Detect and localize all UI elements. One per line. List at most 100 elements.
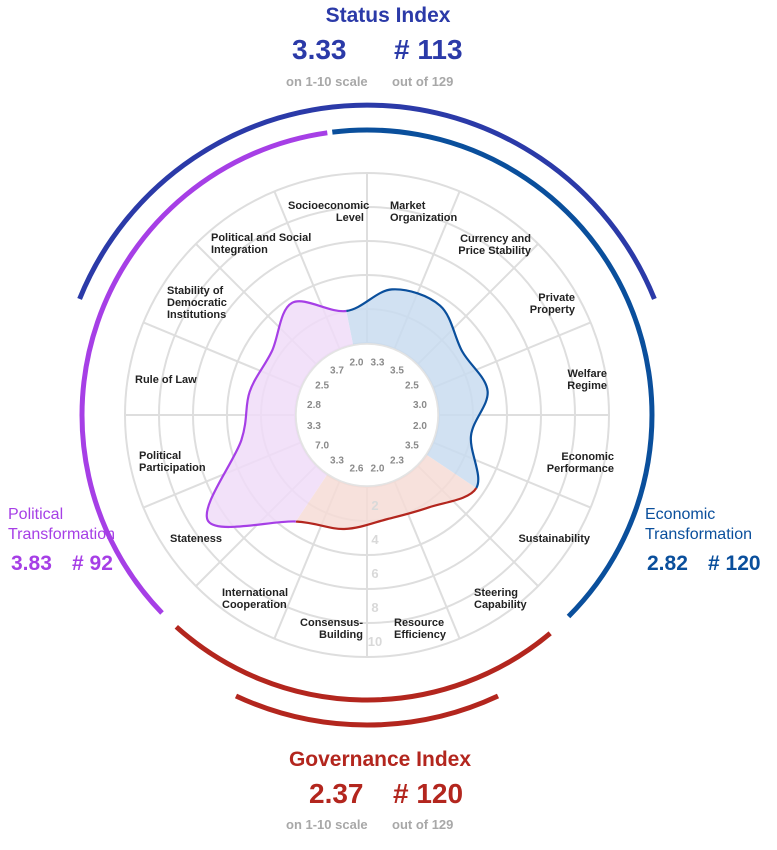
category-label-welfare-regime: Welfare Regime: [556, 368, 607, 392]
category-line: Institutions: [167, 309, 227, 321]
governance-index-score: 2.37: [309, 778, 364, 809]
governance-index-rank: # 120: [393, 778, 464, 809]
category-label-stateness: Stateness: [170, 533, 222, 545]
scale-tick-label: 6: [371, 566, 378, 581]
category-line: Price Stability: [458, 245, 531, 257]
category-line: Performance: [546, 463, 614, 475]
radar-grid: [124, 172, 610, 658]
economic-transformation-ring: [331, 127, 655, 619]
economic-transformation-title-line1: Economic: [645, 506, 716, 523]
governance-index-inner-ring: [174, 624, 552, 703]
status-index-rank: # 113: [394, 34, 463, 65]
value-label: 2.0: [413, 421, 427, 432]
status-index-rank-note: out of 129: [392, 74, 454, 89]
category-label-consensus-building: Consensus- Building: [300, 617, 363, 641]
category-label-resource-efficiency: Resource Efficiency: [394, 617, 446, 641]
value-label: 3.7: [330, 366, 344, 377]
governance-index-outer-ring: [234, 693, 500, 728]
category-line: Resource: [394, 617, 445, 629]
radar-center: [295, 343, 439, 487]
category-line: Efficiency: [394, 629, 446, 641]
category-line: International: [222, 587, 289, 599]
category-line: Steering: [474, 587, 519, 599]
economic-transformation-score: 2.82: [647, 552, 688, 575]
category-line: Private: [538, 292, 575, 304]
value-label: 7.0: [315, 441, 329, 452]
scale-tick-label: 10: [368, 634, 382, 649]
value-label: 2.8: [307, 400, 321, 411]
category-line: Regime: [567, 380, 607, 392]
category-label-international-cooperation: International Cooperation: [222, 587, 288, 611]
category-line: Political: [139, 450, 182, 462]
governance-index-score-note: on 1-10 scale: [286, 817, 368, 832]
governance-index-block: Governance Index: [230, 748, 530, 772]
political-transformation-score: 3.83: [11, 552, 52, 575]
governance-index-rank-note: out of 129: [392, 817, 454, 832]
status-index-score-note: on 1-10 scale: [286, 74, 368, 89]
status-index-score: 3.33: [292, 34, 347, 65]
category-line: Sustainability: [518, 533, 590, 545]
category-line: Cooperation: [222, 599, 287, 611]
status-index-title: Status Index: [325, 4, 451, 27]
category-line: Political and Social: [211, 232, 312, 244]
category-line: Economic: [561, 451, 614, 463]
value-label: 2.5: [315, 381, 329, 392]
economic-transformation-rank: # 120: [708, 552, 761, 575]
economic-transformation-title-line2: Transformation: [645, 526, 752, 543]
scale-tick-label: 2: [371, 498, 378, 513]
category-label-steering-capability: Steering Capability: [474, 587, 527, 611]
value-label: 3.5: [405, 441, 419, 452]
political-transformation-ring: [79, 130, 328, 615]
radar-area-governance: [295, 455, 477, 530]
governance-index-title: Governance Index: [288, 748, 472, 771]
category-label-economic-performance: Economic Performance: [535, 451, 614, 475]
value-label: 3.0: [413, 400, 427, 411]
value-label: 2.6: [350, 464, 364, 475]
radar-area-economic: [346, 289, 488, 489]
category-label-sustainability: Sustainability: [510, 533, 590, 545]
status-index-ring: [77, 102, 657, 300]
category-line: Integration: [211, 244, 268, 256]
radar-line-political: [205, 300, 347, 529]
political-transformation-title-line1: Political: [8, 506, 64, 523]
value-labels: 3.33.52.53.02.03.52.32.02.63.37.03.32.82…: [307, 358, 427, 475]
category-label-stability-democratic-institutions: Stability of Democratic Institutions: [167, 285, 227, 321]
outer-rings: [77, 102, 657, 728]
category-line: Property: [529, 304, 575, 316]
value-label: 3.3: [330, 455, 344, 466]
category-line: Stateness: [170, 533, 222, 545]
value-label: 3.5: [390, 366, 404, 377]
value-label: 3.3: [307, 421, 321, 432]
category-line: Building: [319, 629, 363, 641]
category-label-private-property: Private Property: [516, 292, 575, 316]
category-line: Consensus-: [300, 617, 363, 629]
political-transformation-title-line2: Transformation: [8, 526, 115, 543]
category-label-currency: Currency and Price Stability: [438, 233, 531, 257]
scale-tick-label: 4: [371, 532, 379, 547]
category-line: Capability: [474, 599, 527, 611]
category-line: Level: [335, 212, 364, 224]
category-label-rule-of-law: Rule of Law: [135, 374, 197, 386]
value-label: 3.3: [371, 358, 385, 369]
category-label-socioeconomic-level: Socioeconomic Level: [288, 200, 370, 224]
political-transformation-rank: # 92: [72, 552, 113, 575]
value-label: 2.0: [371, 464, 385, 475]
radar-areas: [205, 288, 489, 531]
category-line: Socioeconomic: [288, 200, 370, 212]
economic-transformation-title: Economic Transformation: [645, 505, 752, 545]
category-line: Participation: [139, 462, 206, 474]
category-line: Stability of: [167, 285, 224, 297]
category-line: Currency and: [460, 233, 531, 245]
category-label-political-social-integration: Political and Social Integration: [211, 232, 311, 256]
scale-tick-label: 8: [371, 600, 378, 615]
category-line: Rule of Law: [135, 374, 197, 386]
category-label-political-participation: Political Participation: [139, 450, 206, 474]
radar-line-economic: [346, 288, 489, 489]
category-label-market-organization: Market Organization: [390, 200, 457, 224]
value-label: 2.3: [390, 455, 404, 466]
value-label: 2.5: [405, 381, 419, 392]
category-line: Market: [390, 200, 426, 212]
status-index-block: Status Index: [238, 4, 538, 28]
category-line: Welfare: [567, 368, 607, 380]
